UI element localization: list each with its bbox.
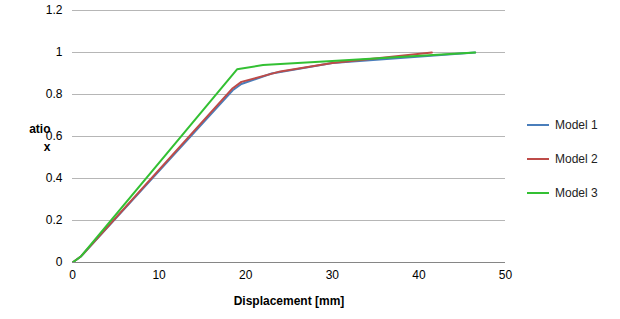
svg-text:1.2: 1.2 — [46, 3, 63, 17]
html-text:Model 3: Model 3 — [555, 186, 598, 200]
html-text:Model 1: Model 1 — [555, 118, 598, 132]
html-text:Model 2: Model 2 — [555, 152, 598, 166]
svg-text:0: 0 — [69, 268, 76, 282]
svg-text:0.8: 0.8 — [46, 87, 63, 101]
svg-text:0.2: 0.2 — [46, 213, 63, 227]
svg-text:40: 40 — [412, 268, 426, 282]
svg-text:atiox: atiox — [29, 122, 51, 154]
svg-text:0.6: 0.6 — [45, 129, 63, 144]
svg-text:0: 0 — [56, 255, 63, 269]
svg-text:20: 20 — [239, 268, 253, 282]
svg-text:1: 1 — [56, 45, 63, 59]
svg-text:30: 30 — [326, 268, 340, 282]
svg-text:50: 50 — [499, 268, 513, 282]
svg-text:0.4: 0.4 — [46, 171, 63, 185]
svg-text:10: 10 — [152, 268, 166, 282]
svg-text:Displacement [mm]: Displacement [mm] — [234, 294, 345, 308]
